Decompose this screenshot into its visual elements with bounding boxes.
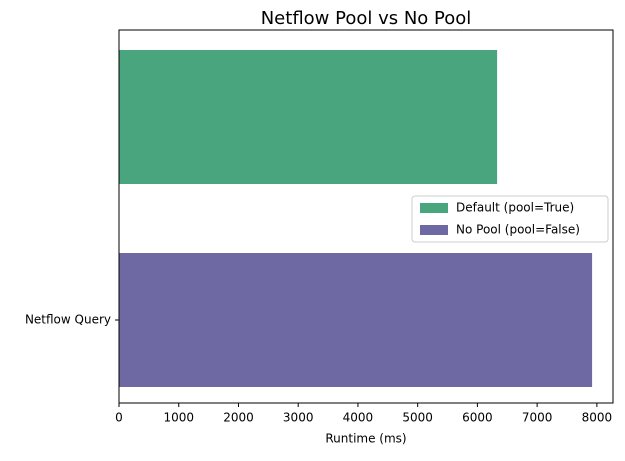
x-tick-label: 1000 (163, 411, 194, 425)
y-tick-label: Netflow Query (25, 313, 111, 327)
bar (119, 50, 498, 184)
plot-frame (118, 29, 614, 404)
chart-title: Netflow Pool vs No Pool (261, 8, 472, 29)
x-axis-label: Runtime (ms) (325, 432, 406, 446)
x-tick-label: 6000 (462, 411, 493, 425)
x-tick-label: 0 (115, 411, 123, 425)
x-tick-label: 3000 (283, 411, 314, 425)
legend-label: No Pool (pool=False) (456, 223, 580, 237)
legend-swatch (420, 225, 448, 235)
legend-swatch (420, 203, 448, 213)
x-tick-label: 8000 (582, 411, 613, 425)
legend-label: Default (pool=True) (456, 201, 574, 215)
x-tick-label: 7000 (522, 411, 553, 425)
x-tick-label: 5000 (402, 411, 433, 425)
x-tick-label: 2000 (223, 411, 254, 425)
legend-box (411, 195, 609, 243)
bar (119, 253, 593, 387)
x-tick-label: 4000 (343, 411, 374, 425)
